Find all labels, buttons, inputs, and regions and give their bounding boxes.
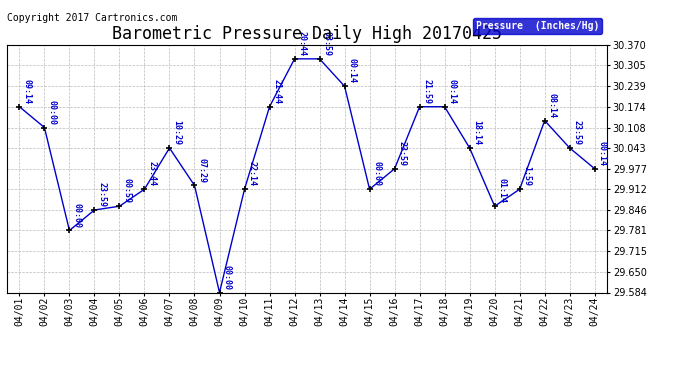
Text: 21:59: 21:59 [422,79,431,104]
Text: 00:59: 00:59 [122,178,131,204]
Text: 18:14: 18:14 [473,120,482,145]
Text: 23:59: 23:59 [397,141,406,166]
Text: 09:14: 09:14 [22,79,31,104]
Text: Copyright 2017 Cartronics.com: Copyright 2017 Cartronics.com [7,13,177,23]
Text: 00:14: 00:14 [347,58,356,84]
Text: 1:59: 1:59 [522,166,531,186]
Text: 22:14: 22:14 [247,162,256,186]
Text: 23:59: 23:59 [97,182,106,207]
Text: 08:14: 08:14 [547,93,556,118]
Legend: Pressure  (Inches/Hg): Pressure (Inches/Hg) [473,18,602,33]
Text: 01:14: 01:14 [497,178,506,204]
Text: 00:14: 00:14 [598,141,607,166]
Text: 00:00: 00:00 [72,203,81,228]
Text: 21:44: 21:44 [273,79,282,104]
Title: Barometric Pressure Daily High 20170425: Barometric Pressure Daily High 20170425 [112,26,502,44]
Text: 23:44: 23:44 [147,162,156,186]
Text: 03:59: 03:59 [322,31,331,56]
Text: 00:14: 00:14 [447,79,456,104]
Text: 00:00: 00:00 [373,162,382,186]
Text: 23:59: 23:59 [573,120,582,145]
Text: 00:00: 00:00 [222,265,231,290]
Text: 10:29: 10:29 [172,120,181,145]
Text: 07:29: 07:29 [197,158,206,183]
Text: 00:00: 00:00 [47,100,56,125]
Text: 20:44: 20:44 [297,31,306,56]
